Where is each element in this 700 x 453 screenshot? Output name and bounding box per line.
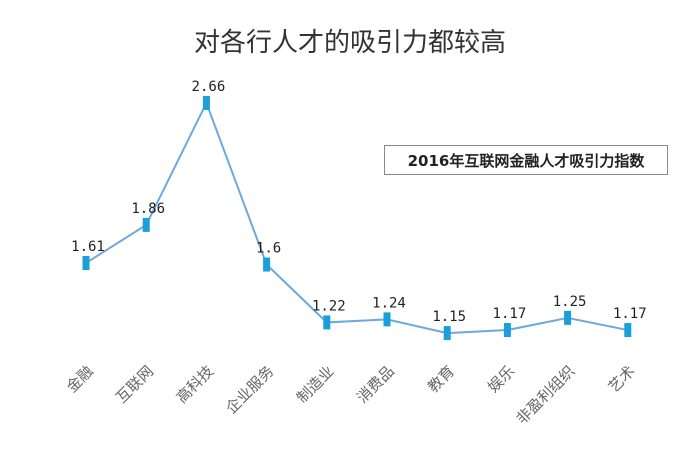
- legend-label: 2016年互联网金融人才吸引力指数: [407, 151, 645, 170]
- data-point-marker: [564, 310, 572, 325]
- x-tick-label: 金融: [63, 362, 97, 396]
- data-label: 1.22: [312, 298, 346, 314]
- data-label: 1.17: [613, 306, 647, 322]
- data-label: 1.6: [256, 241, 281, 257]
- data-point-marker: [82, 256, 90, 270]
- x-tick-label: 消费品: [353, 362, 398, 407]
- x-tick-label: 娱乐: [484, 362, 518, 396]
- data-point-marker: [323, 315, 331, 330]
- legend-box: 2016年互联网金融人才吸引力指数: [384, 145, 668, 175]
- data-label: 1.25: [553, 294, 587, 310]
- data-point-marker: [443, 326, 451, 341]
- x-tick-label: 高科技: [173, 362, 218, 407]
- data-point-marker: [263, 257, 271, 272]
- x-tick-label: 制造业: [293, 362, 338, 407]
- data-label: 1.86: [131, 201, 165, 217]
- x-tick-label: 互联网: [112, 362, 157, 407]
- x-tick-label: 艺术: [605, 362, 639, 396]
- data-point-marker: [503, 323, 511, 338]
- data-point-marker: [624, 323, 632, 338]
- chart-title: 对各行人才的吸引力都较高: [193, 28, 506, 58]
- series-line: [85, 100, 628, 335]
- data-point-marker: [383, 312, 391, 327]
- data-label: 1.15: [432, 309, 466, 325]
- data-point-marker: [142, 217, 150, 232]
- x-tick-label: 企业服务: [222, 362, 277, 417]
- data-point-marker: [202, 95, 210, 110]
- data-label: 1.24: [372, 295, 406, 311]
- data-label: 1.17: [493, 306, 527, 322]
- x-tick-label: 非盈利组织: [513, 362, 579, 428]
- data-label: 1.61: [71, 239, 105, 255]
- data-label: 2.66: [192, 79, 226, 95]
- x-tick-label: 教育: [424, 362, 458, 396]
